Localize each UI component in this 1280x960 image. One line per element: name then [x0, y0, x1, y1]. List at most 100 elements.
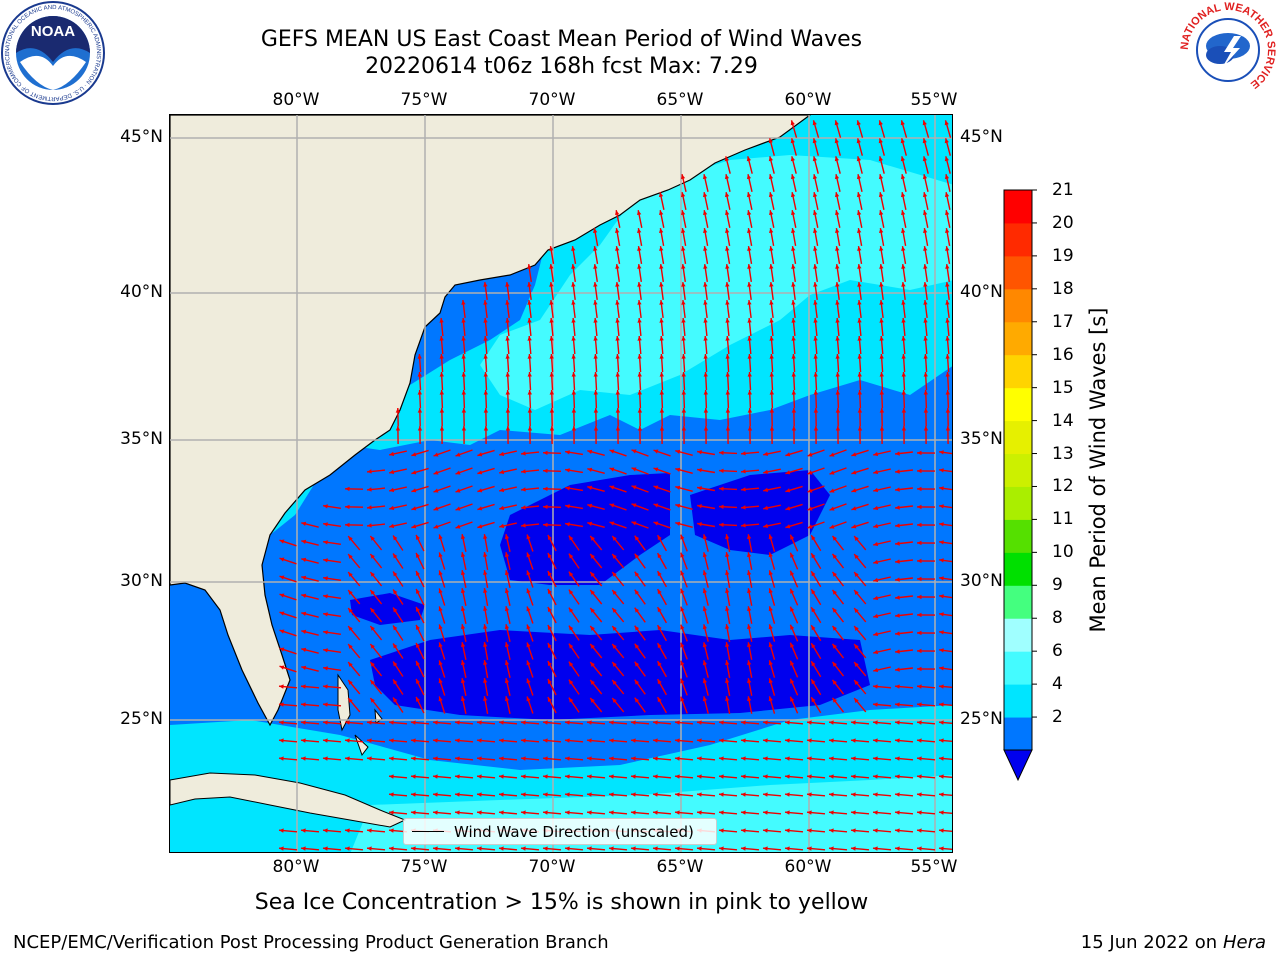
lon-tick-top: 75°W — [400, 90, 448, 110]
wind-wave-direction-arrow — [461, 353, 466, 373]
wind-wave-direction-arrow — [916, 738, 936, 743]
wind-wave-direction-arrow — [807, 521, 825, 529]
wind-wave-direction-arrow — [547, 570, 557, 588]
wind-wave-direction-arrow — [835, 282, 840, 300]
wind-wave-direction-arrow — [789, 552, 799, 570]
wind-wave-direction-arrow — [746, 174, 753, 192]
wind-wave-direction-arrow — [789, 588, 799, 606]
wind-wave-direction-arrow — [725, 371, 730, 391]
wind-wave-direction-arrow — [853, 589, 867, 605]
wind-wave-direction-arrow — [769, 407, 775, 427]
wind-wave-direction-arrow — [807, 485, 825, 493]
wind-wave-direction-arrow — [526, 570, 534, 588]
wind-wave-direction-arrow — [659, 245, 665, 265]
wind-wave-direction-arrow — [279, 575, 297, 583]
wind-wave-direction-arrow — [879, 227, 885, 247]
wind-wave-direction-arrow — [675, 503, 693, 510]
lon-tick-bottom: 65°W — [656, 857, 704, 877]
wind-wave-direction-arrow — [631, 503, 649, 511]
wind-wave-direction-arrow — [901, 245, 907, 265]
wind-wave-direction-arrow — [747, 210, 753, 228]
wind-wave-direction-arrow — [789, 660, 799, 678]
wind-wave-direction-arrow — [828, 774, 848, 779]
wind-wave-direction-arrow — [725, 677, 731, 697]
wind-wave-direction-arrow — [703, 210, 709, 228]
wind-wave-direction-arrow — [901, 389, 906, 409]
wind-wave-direction-arrow — [681, 227, 687, 247]
wind-wave-direction-arrow — [527, 317, 532, 337]
wind-wave-direction-arrow — [344, 486, 364, 492]
wind-wave-direction-arrow — [593, 353, 598, 373]
wind-wave-direction-arrow — [615, 210, 621, 228]
wind-wave-direction-arrow — [828, 792, 848, 797]
wind-wave-direction-arrow — [615, 263, 620, 283]
wind-wave-direction-arrow — [656, 552, 668, 570]
wind-wave-direction-arrow — [477, 503, 495, 511]
wind-wave-direction-arrow — [944, 120, 952, 138]
wind-wave-direction-arrow — [505, 335, 510, 355]
wind-wave-direction-arrow — [901, 371, 906, 391]
ocean-zone-period-below-2-east — [500, 473, 670, 585]
colorbar-bin — [1004, 717, 1032, 751]
wind-wave-direction-arrow — [279, 647, 297, 655]
wind-wave-direction-arrow — [587, 503, 605, 510]
wind-wave-direction-arrow — [392, 679, 404, 695]
wind-wave-direction-arrow — [747, 263, 752, 283]
wind-wave-direction-arrow — [768, 588, 776, 606]
wind-wave-direction-arrow — [834, 174, 841, 192]
wind-wave-direction-arrow — [835, 227, 841, 247]
wind-wave-direction-arrow — [615, 227, 621, 247]
wind-wave-direction-arrow — [746, 192, 753, 210]
wind-wave-direction-arrow — [873, 450, 891, 457]
wind-wave-direction-arrow — [549, 389, 554, 409]
wind-wave-direction-arrow — [895, 469, 913, 474]
wind-wave-direction-arrow — [279, 629, 297, 637]
wind-wave-direction-arrow — [611, 697, 625, 713]
wind-wave-direction-arrow — [411, 503, 429, 511]
wind-wave-direction-arrow — [724, 192, 731, 210]
wind-wave-direction-arrow — [680, 624, 688, 642]
wind-wave-direction-arrow — [392, 535, 404, 551]
wind-wave-direction-arrow — [944, 156, 951, 174]
wind-wave-direction-arrow — [703, 335, 708, 355]
wind-wave-direction-arrow — [681, 389, 686, 409]
wind-wave-direction-arrow — [637, 353, 642, 373]
wind-wave-direction-arrow — [923, 300, 928, 318]
wind-wave-direction-arrow — [432, 756, 452, 761]
wind-wave-direction-arrow — [851, 485, 869, 493]
wind-wave-direction-arrow — [873, 468, 891, 475]
wind-wave-direction-arrow — [763, 468, 781, 474]
wind-wave-direction-arrow — [938, 720, 952, 725]
wind-wave-direction-arrow — [702, 534, 709, 552]
wind-wave-direction-arrow — [901, 353, 906, 373]
wind-wave-direction-arrow — [879, 425, 885, 445]
footer-machine: Hera — [1222, 932, 1266, 953]
wind-wave-direction-arrow — [634, 607, 646, 623]
wind-wave-direction-arrow — [851, 449, 869, 457]
wind-wave-direction-arrow — [851, 521, 869, 529]
wind-wave-direction-arrow — [894, 774, 914, 779]
wind-wave-direction-arrow — [520, 810, 540, 815]
wind-wave-direction-arrow — [835, 300, 840, 318]
wind-wave-direction-arrow — [895, 595, 913, 600]
wind-wave-direction-arrow — [806, 774, 826, 779]
wind-wave-direction-arrow — [680, 570, 688, 588]
wind-wave-direction-arrow — [504, 552, 511, 570]
wind-wave-direction-arrow — [637, 335, 642, 355]
wind-wave-direction-arrow — [831, 571, 845, 587]
wind-wave-direction-arrow — [718, 468, 738, 473]
wind-wave-direction-arrow — [873, 576, 891, 583]
north-america-landmass — [170, 115, 812, 727]
lon-tick-bottom: 80°W — [272, 857, 320, 877]
wind-wave-direction-arrow — [857, 263, 862, 283]
wind-wave-direction-arrow — [460, 660, 467, 678]
wind-wave-direction-arrow — [549, 263, 554, 283]
wind-wave-direction-arrow — [747, 389, 752, 409]
wind-wave-direction-arrow — [589, 589, 603, 605]
wind-wave-direction-arrow — [850, 756, 870, 761]
wind-wave-direction-arrow — [609, 521, 627, 529]
wind-wave-direction-arrow — [438, 552, 446, 570]
ocean-zone-period-below-2-west — [350, 593, 425, 625]
wind-wave-direction-arrow — [410, 774, 430, 779]
wind-wave-direction-arrow — [747, 407, 753, 427]
